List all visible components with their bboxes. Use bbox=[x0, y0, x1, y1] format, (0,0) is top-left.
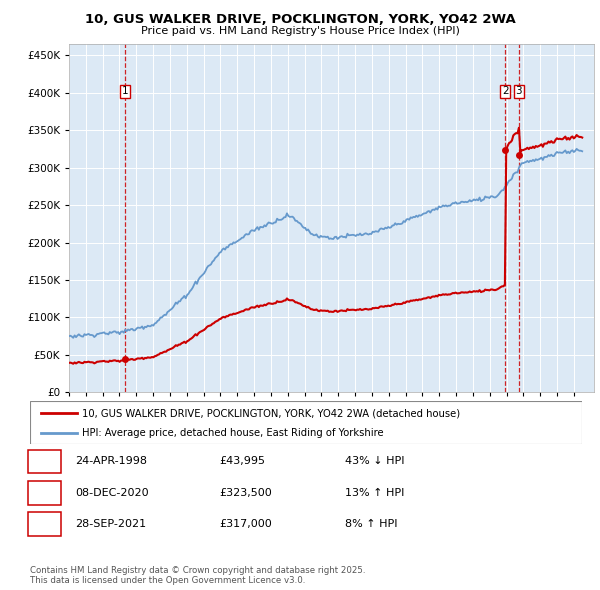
Text: £323,500: £323,500 bbox=[219, 488, 272, 497]
Text: 3: 3 bbox=[515, 86, 522, 96]
Text: 1: 1 bbox=[121, 86, 128, 96]
FancyBboxPatch shape bbox=[30, 401, 582, 444]
Text: 10, GUS WALKER DRIVE, POCKLINGTON, YORK, YO42 2WA: 10, GUS WALKER DRIVE, POCKLINGTON, YORK,… bbox=[85, 13, 515, 26]
Text: Contains HM Land Registry data © Crown copyright and database right 2025.
This d: Contains HM Land Registry data © Crown c… bbox=[30, 566, 365, 585]
Text: 1: 1 bbox=[41, 455, 48, 468]
Text: 28-SEP-2021: 28-SEP-2021 bbox=[75, 519, 146, 529]
Text: £317,000: £317,000 bbox=[219, 519, 272, 529]
Text: 08-DEC-2020: 08-DEC-2020 bbox=[75, 488, 149, 497]
Text: 3: 3 bbox=[41, 517, 48, 530]
Text: 8% ↑ HPI: 8% ↑ HPI bbox=[345, 519, 398, 529]
Text: HPI: Average price, detached house, East Riding of Yorkshire: HPI: Average price, detached house, East… bbox=[82, 428, 384, 438]
Text: 24-APR-1998: 24-APR-1998 bbox=[75, 457, 147, 466]
Text: 43% ↓ HPI: 43% ↓ HPI bbox=[345, 457, 404, 466]
Text: 10, GUS WALKER DRIVE, POCKLINGTON, YORK, YO42 2WA (detached house): 10, GUS WALKER DRIVE, POCKLINGTON, YORK,… bbox=[82, 408, 461, 418]
Text: 2: 2 bbox=[502, 86, 508, 96]
Text: 13% ↑ HPI: 13% ↑ HPI bbox=[345, 488, 404, 497]
Text: 2: 2 bbox=[41, 486, 48, 499]
Text: £43,995: £43,995 bbox=[219, 457, 265, 466]
Text: Price paid vs. HM Land Registry's House Price Index (HPI): Price paid vs. HM Land Registry's House … bbox=[140, 26, 460, 36]
